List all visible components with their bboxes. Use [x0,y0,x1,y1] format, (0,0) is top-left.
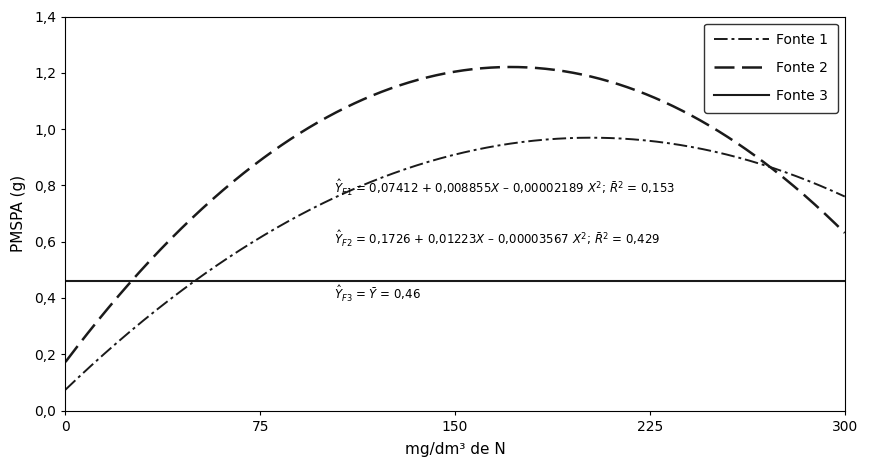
Fonte 2 [60,359,70,365]
Fonte 3 [60,278,70,284]
Fonte 3 [413,278,423,284]
Fonte 2 [582,73,593,79]
Fonte 2 [839,230,850,236]
Fonte 3 [839,278,850,284]
Text: $\hat{Y}_{F2}$ = 0,1726 + 0,01223$X$ – 0,00003567 $X^2$; $\bar{R}^2$ = 0,429: $\hat{Y}_{F2}$ = 0,1726 + 0,01223$X$ – 0… [335,229,660,249]
Fonte 1 [839,194,850,199]
Fonte 2 [198,205,209,211]
Fonte 2 [648,95,659,100]
Fonte 1 [648,139,659,144]
Fonte 2 [521,65,531,70]
Fonte 3 [580,278,591,284]
Line: Fonte 2: Fonte 2 [65,67,845,362]
Fonte 1 [60,387,70,393]
Fonte 3 [261,278,271,284]
Fonte 2 [505,64,515,70]
Fonte 1 [586,135,596,140]
Text: $\hat{Y}_{F3}$ = $\bar{Y}$ = 0,46: $\hat{Y}_{F3}$ = $\bar{Y}$ = 0,46 [335,284,421,304]
Text: $\hat{Y}_{F1}$ = 0,07412 + 0,008855$X$ – 0,00002189 $X^2$; $\bar{R}^2$ = 0,153: $\hat{Y}_{F1}$ = 0,07412 + 0,008855$X$ –… [335,178,675,198]
Fonte 3 [198,278,209,284]
Y-axis label: PMSPA (g): PMSPA (g) [11,175,26,252]
X-axis label: mg/dm³ de N: mg/dm³ de N [405,442,506,457]
Fonte 1 [198,272,209,278]
Fonte 2 [261,154,271,159]
Line: Fonte 1: Fonte 1 [65,138,845,390]
Fonte 1 [413,162,423,168]
Legend: Fonte 1, Fonte 2, Fonte 3: Fonte 1, Fonte 2, Fonte 3 [704,23,838,113]
Fonte 3 [647,278,658,284]
Fonte 1 [580,135,591,140]
Fonte 2 [413,77,423,83]
Fonte 3 [520,278,530,284]
Fonte 1 [520,139,530,145]
Fonte 1 [261,231,271,237]
